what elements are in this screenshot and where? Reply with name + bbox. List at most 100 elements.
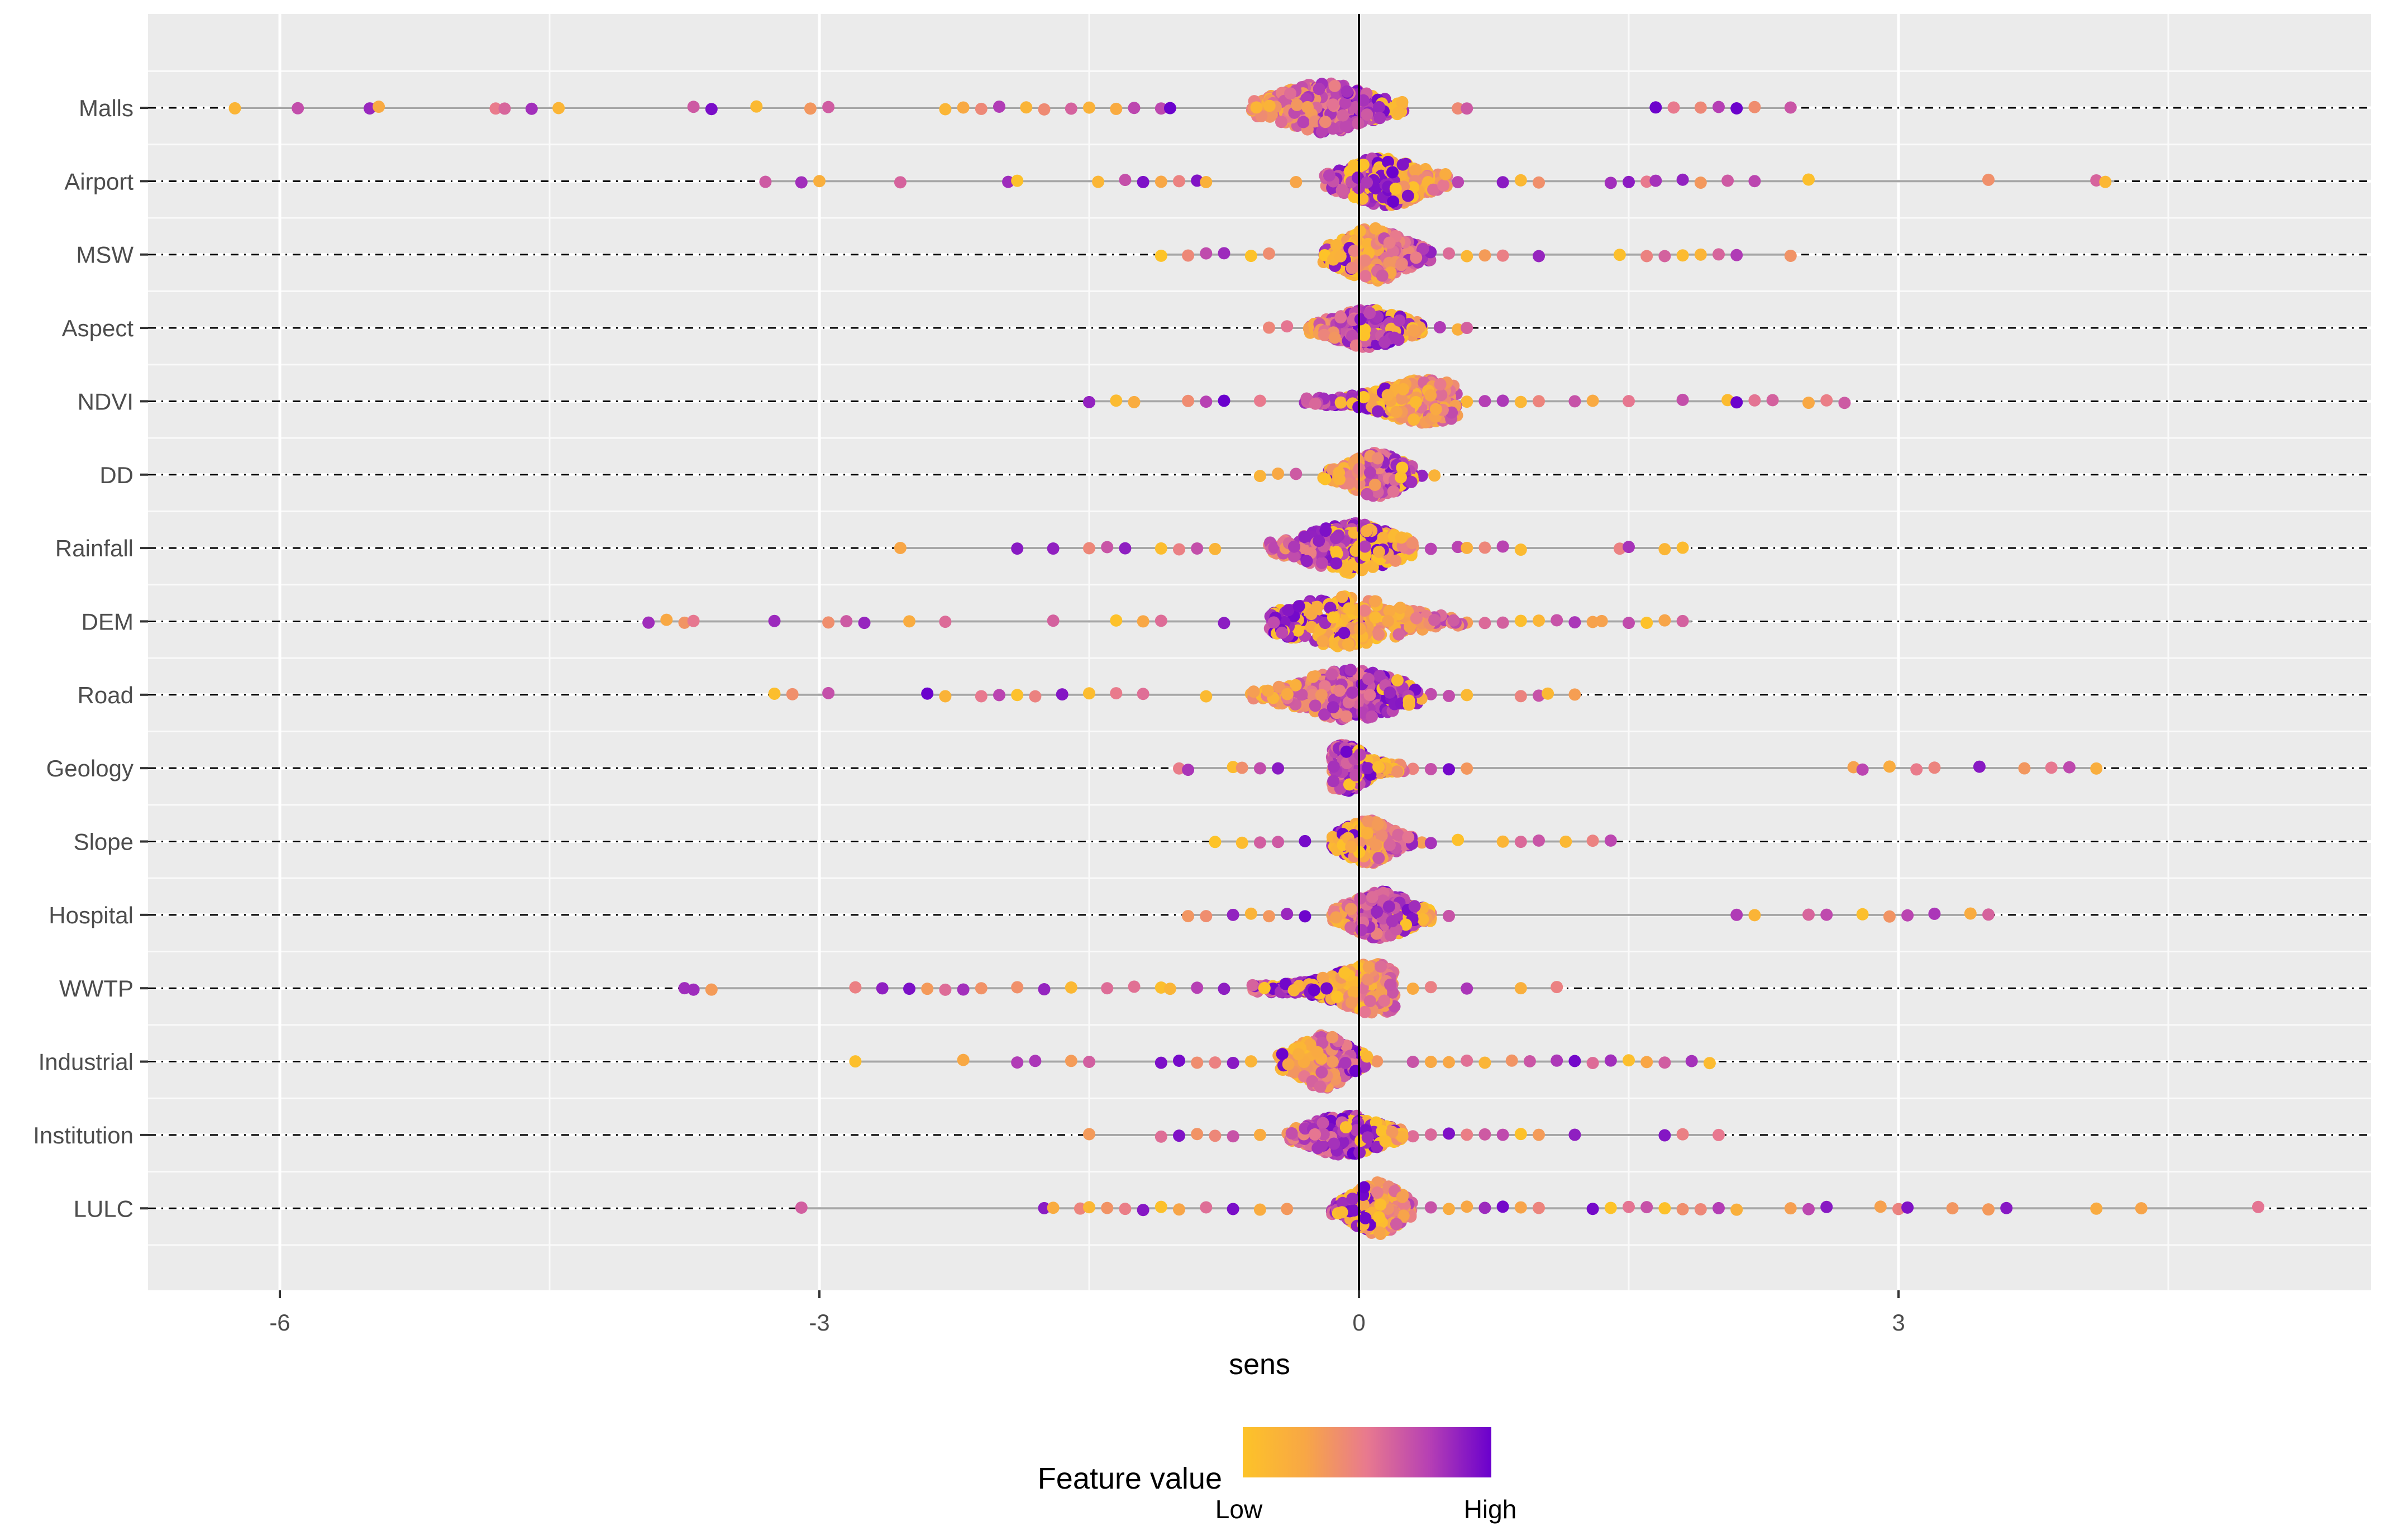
data-point [1276,626,1289,639]
data-point [1342,638,1354,651]
data-point [1461,1128,1473,1141]
data-point [939,690,952,703]
data-point [1263,247,1275,260]
data-point [1011,174,1024,187]
data-point [1329,532,1342,545]
data-point [1308,984,1320,997]
data-point [957,101,970,114]
data-point [1461,762,1473,775]
data-point [1382,155,1395,168]
data-point [1250,101,1263,114]
data-point [1320,982,1333,995]
data-point [858,617,871,630]
data-point [1623,541,1635,554]
data-point [1137,615,1149,628]
data-point [759,175,772,188]
data-point [822,101,835,113]
data-point [1514,614,1527,627]
data-point [1386,166,1399,179]
data-point [1533,614,1545,627]
data-point [1137,175,1149,188]
data-point [1284,87,1297,100]
data-point [1387,195,1400,208]
data-point [1568,688,1581,701]
data-point [1155,1130,1167,1143]
data-point [1357,94,1370,107]
data-point [1361,108,1373,121]
data-point [1290,176,1303,189]
data-point [1101,541,1114,554]
data-point [1390,406,1403,418]
data-point [1282,1058,1295,1071]
data-point [1311,1046,1324,1059]
data-point [1209,542,1222,555]
data-point [1083,101,1095,114]
data-point [1227,1130,1239,1143]
data-point [975,982,988,995]
data-point [1363,995,1376,1008]
data-point [1319,525,1332,537]
data-point [1384,686,1396,699]
data-point [1314,1080,1327,1093]
data-point [1155,249,1167,262]
data-point [1409,164,1422,177]
data-point [1802,397,1815,409]
data-point [1435,389,1448,402]
data-point [1323,169,1335,182]
data-point [1391,765,1404,778]
data-point [1281,688,1294,700]
data-point [804,102,817,115]
data-point [1461,322,1473,335]
data-point [1730,102,1743,115]
data-point [1253,394,1266,407]
data-point [1658,250,1671,263]
data-point [1443,1127,1455,1140]
data-point [1163,983,1176,995]
data-point [1335,184,1348,197]
data-point [1374,960,1387,973]
data-point [1272,467,1285,480]
data-point [1452,176,1465,189]
data-point [1092,175,1105,188]
data-point [1395,259,1408,271]
data-point [1402,831,1415,843]
data-point [1065,102,1077,115]
data-point [1395,531,1408,544]
data-point [1244,1055,1257,1068]
data-point [1327,701,1339,714]
data-point [1236,761,1248,774]
data-point [373,101,385,113]
data-point [2090,762,2103,775]
data-point [1676,393,1689,406]
data-point [1311,600,1324,613]
data-point [1568,1055,1581,1067]
data-point [1393,314,1406,327]
data-point [1363,307,1376,320]
data-point [1586,835,1599,847]
data-point [1604,177,1617,189]
data-points [228,77,2264,1240]
data-point [1327,760,1340,773]
data-point [1478,1056,1491,1069]
data-point [1478,541,1491,554]
data-point [894,541,907,554]
data-point [894,176,907,189]
data-point [1437,179,1450,192]
data-point [1514,174,1527,187]
data-point [1478,395,1491,408]
data-point [1371,405,1384,418]
data-point [1658,1056,1671,1069]
data-point [975,690,988,703]
data-point [1496,176,1509,189]
data-point [1802,173,1815,186]
data-point [1730,396,1743,409]
data-point [1382,615,1395,628]
data-point [1366,891,1378,904]
data-point [1424,1128,1437,1141]
data-point [1361,762,1374,775]
data-point [975,102,988,115]
data-point [1424,762,1437,775]
data-point [1362,673,1375,685]
data-point [642,616,655,629]
data-point [1964,907,1977,920]
